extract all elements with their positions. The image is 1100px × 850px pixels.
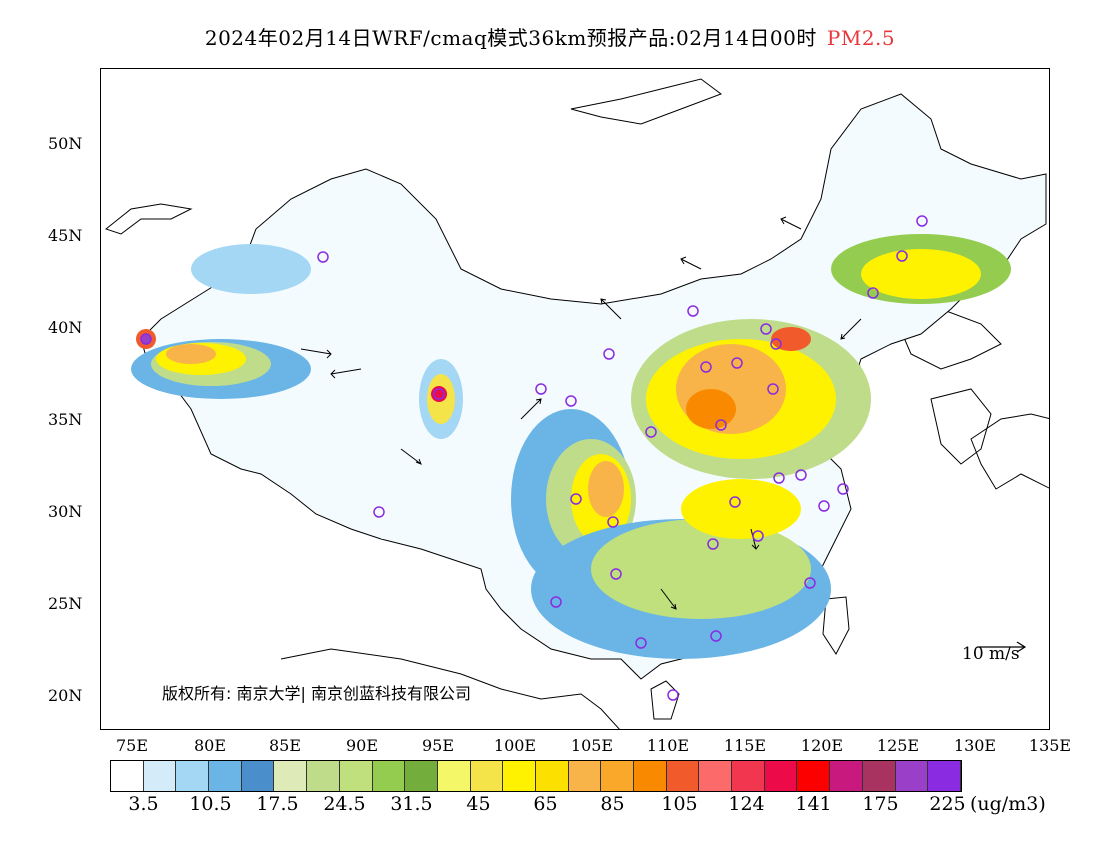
- colorbar-cell: [274, 761, 308, 791]
- colorbar-cell: [176, 761, 210, 791]
- colorbar-cell: [797, 761, 831, 791]
- colorbar-label: 45: [466, 793, 491, 815]
- colorbar-label: 85: [600, 793, 625, 815]
- colorbar-cell: [111, 761, 144, 791]
- colorbar-cell: [732, 761, 765, 791]
- lon-label-85e: 85E: [268, 736, 302, 755]
- title-main: 2024年02月14日WRF/cmaq模式36km预报产品:02月14日00时: [204, 26, 817, 50]
- lon-label-135e: 135E: [1028, 736, 1072, 755]
- lon-label-75e: 75E: [115, 736, 149, 755]
- lon-label-115e: 115E: [723, 736, 767, 755]
- colorbar-cell: [634, 761, 667, 791]
- lon-label-100e: 100E: [493, 736, 537, 755]
- wind-reference-arrow: [977, 641, 1027, 653]
- lon-label-105e: 105E: [570, 736, 614, 755]
- pm25-map: [104, 78, 1049, 729]
- colorbar-cell: [830, 761, 863, 791]
- colorbar-cell: [764, 761, 798, 791]
- map-title: 2024年02月14日WRF/cmaq模式36km预报产品:02月14日00时 P…: [0, 22, 1100, 51]
- colorbar-cell: [535, 761, 569, 791]
- colorbar-cell: [372, 761, 406, 791]
- colorbar-cell: [209, 761, 242, 791]
- colorbar-cell: [307, 761, 340, 791]
- colorbar: [110, 760, 962, 792]
- colorbar-cell: [601, 761, 634, 791]
- colorbar-cell: [699, 761, 733, 791]
- colorbar-cell: [437, 761, 471, 791]
- colorbar-label: 141: [795, 793, 832, 815]
- map-area: [100, 68, 1050, 730]
- lon-label-95e: 95E: [421, 736, 455, 755]
- lat-label-35n: 35N: [48, 410, 83, 429]
- lat-label-30n: 30N: [48, 502, 83, 521]
- colorbar-unit: (ug/m3): [970, 793, 1046, 815]
- colorbar-label: 124: [728, 793, 765, 815]
- lon-label-125e: 125E: [876, 736, 920, 755]
- lon-label-130e: 130E: [953, 736, 997, 755]
- colorbar-cell: [405, 761, 438, 791]
- colorbar-cell: [339, 761, 373, 791]
- colorbar-label: 3.5: [128, 793, 159, 815]
- colorbar-cell: [928, 761, 961, 791]
- lat-label-20n: 20N: [48, 686, 83, 705]
- colorbar-cell: [666, 761, 700, 791]
- colorbar-label: 31.5: [390, 793, 433, 815]
- lon-label-90e: 90E: [345, 736, 379, 755]
- lat-label-25n: 25N: [48, 594, 83, 613]
- colorbar-label: 24.5: [323, 793, 366, 815]
- colorbar-cell: [862, 761, 896, 791]
- city-markers: [140, 215, 928, 701]
- lon-label-80e: 80E: [193, 736, 227, 755]
- colorbar-label: 225: [929, 793, 966, 815]
- colorbar-cell: [470, 761, 504, 791]
- lat-label-45n: 45N: [48, 226, 83, 245]
- colorbar-cell: [895, 761, 929, 791]
- colorbar-label: 65: [533, 793, 558, 815]
- lon-label-110e: 110E: [646, 736, 690, 755]
- colorbar-cell: [503, 761, 536, 791]
- colorbar-cell: [241, 761, 275, 791]
- lat-label-50n: 50N: [48, 134, 83, 153]
- copyright-text: 版权所有: 南京大学| 南京创蓝科技有限公司: [162, 684, 471, 703]
- colorbar-cell: [143, 761, 177, 791]
- lon-label-120e: 120E: [800, 736, 844, 755]
- wind-reference-label: 10 m/s: [962, 644, 1020, 664]
- concentration-field: [131, 234, 1011, 659]
- colorbar-label: 105: [661, 793, 698, 815]
- lat-label-40n: 40N: [48, 318, 83, 337]
- colorbar-label: 175: [862, 793, 899, 815]
- colorbar-label: 17.5: [256, 793, 299, 815]
- colorbar-cell: [568, 761, 602, 791]
- title-species: PM2.5: [826, 26, 896, 50]
- wind-vectors: [300, 216, 862, 610]
- colorbar-label: 10.5: [189, 793, 232, 815]
